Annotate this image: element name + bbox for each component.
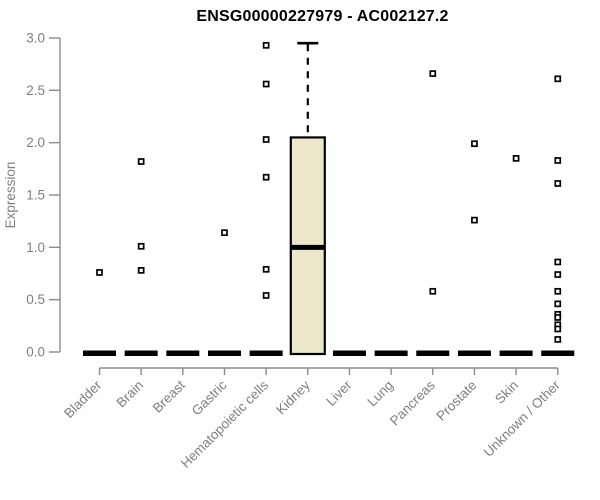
outlier-point: [429, 70, 437, 77]
collapsed-boxplot-bar: [541, 350, 575, 356]
outlier-point: [554, 271, 562, 278]
collapsed-boxplot-bar: [166, 350, 200, 356]
outlier-point: [471, 140, 478, 148]
x-tick-label: Skin: [492, 378, 521, 407]
y-tick-label: 2.5: [26, 83, 45, 98]
collapsed-boxplot-bar: [124, 350, 158, 356]
x-tick-label: Prostate: [433, 378, 479, 424]
x-tick-label: Liver: [323, 377, 355, 409]
outlier-point: [512, 155, 520, 162]
y-tick-label: 2.0: [26, 135, 45, 150]
x-tick-label: Gastric: [189, 377, 230, 418]
outlier-point: [554, 180, 562, 187]
outlier-point: [554, 336, 562, 343]
outlier-point: [221, 229, 228, 237]
outlier-point: [96, 269, 103, 276]
collapsed-boxplot-bar: [416, 350, 450, 356]
collapsed-boxplot-bar: [207, 350, 241, 356]
outlier-point: [471, 216, 478, 224]
outlier-point: [137, 158, 145, 165]
outlier-point: [262, 173, 270, 181]
x-tick-label: Breast: [150, 377, 188, 415]
outlier-point: [554, 258, 562, 266]
collapsed-boxplot-bar: [499, 350, 533, 356]
outlier-point: [554, 287, 562, 295]
outlier-point: [262, 265, 270, 273]
y-tick-label: 0.5: [26, 292, 45, 307]
x-tick-label: Bladder: [61, 377, 105, 421]
x-tick-label: Unknown / Other: [481, 377, 564, 460]
collapsed-boxplot-bar: [332, 350, 366, 356]
outlier-point: [429, 287, 437, 295]
collapsed-boxplot-bar: [457, 350, 491, 356]
y-tick-label: 3.0: [26, 31, 45, 46]
x-tick-label: Kidney: [273, 377, 313, 417]
outlier-point: [137, 242, 145, 250]
outlier-point: [554, 157, 562, 164]
collapsed-boxplot-bar: [374, 350, 408, 356]
y-tick-label: 1.5: [26, 188, 45, 203]
y-tick-label: 0.0: [26, 345, 45, 360]
collapsed-boxplot-bar: [249, 350, 283, 356]
outlier-point: [554, 75, 562, 83]
outlier-point: [554, 325, 562, 333]
outlier-point: [554, 314, 562, 321]
outlier-point: [262, 41, 270, 49]
x-tick-label: Brain: [113, 378, 146, 411]
y-axis-title: Expression: [3, 162, 18, 229]
outlier-point: [554, 300, 562, 308]
outlier-point: [137, 267, 145, 274]
y-tick-label: 1.0: [26, 240, 45, 255]
outlier-point: [262, 136, 270, 143]
collapsed-boxplot-bar: [83, 350, 116, 356]
x-tick-label: Lung: [364, 378, 396, 410]
outlier-point: [262, 80, 270, 88]
outlier-point: [262, 292, 270, 299]
chart-title: ENSG00000227979 - AC002127.2: [196, 8, 449, 25]
x-tick-label: Pancreas: [387, 377, 438, 428]
